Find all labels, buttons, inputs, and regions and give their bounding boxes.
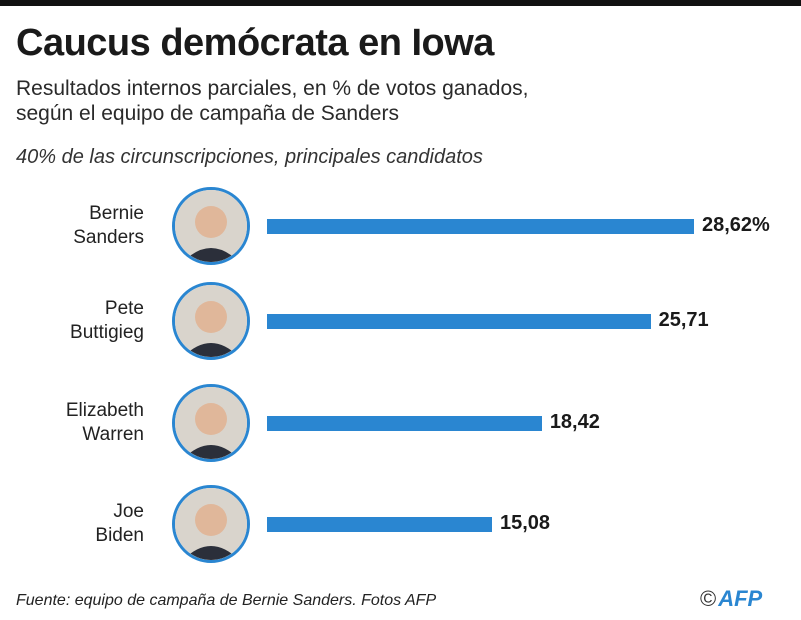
value-label: 15,08 xyxy=(499,512,551,534)
candidate-photo xyxy=(172,187,250,265)
source-note: Fuente: equipo de campaña de Bernie Sand… xyxy=(16,592,437,609)
candidate-photo xyxy=(172,282,250,360)
afp-logo: ©AFP xyxy=(700,586,762,612)
bar xyxy=(267,517,492,532)
bar xyxy=(267,219,694,234)
chart-subtitle: Resultados internos parciales, en % de v… xyxy=(16,76,528,126)
candidate-photo xyxy=(172,384,250,462)
value-label: 25,71 xyxy=(658,309,709,331)
candidate-name-line: Sanders xyxy=(73,227,144,248)
value-label: 18,42 xyxy=(549,411,600,433)
candidate-name-line: Warren xyxy=(82,424,144,445)
candidate-name-line: Buttigieg xyxy=(70,322,144,343)
candidate-name-line: Pete xyxy=(104,298,144,319)
logo-text: AFP xyxy=(718,586,763,611)
value-label: 28,62% xyxy=(702,214,770,236)
candidate-name-line: Elizabeth xyxy=(65,400,144,421)
candidate-photo xyxy=(172,485,250,563)
chart-note: 40% de las circunscripciones, principale… xyxy=(16,146,483,168)
candidate-name: Elizabeth Warren xyxy=(40,399,144,447)
bar xyxy=(267,416,542,431)
candidate-name: Pete Buttigieg xyxy=(40,297,144,345)
copyright-symbol: © xyxy=(700,586,717,611)
top-rule xyxy=(0,0,801,6)
candidate-name-line: Joe xyxy=(113,501,144,522)
subtitle-line-2: según el equipo de campaña de Sanders xyxy=(16,102,399,125)
candidate-name-line: Bernie xyxy=(89,203,144,224)
candidate-name: Bernie Sanders xyxy=(40,202,144,250)
subtitle-line-1: Resultados internos parciales, en % de v… xyxy=(16,77,529,100)
bar xyxy=(267,314,651,329)
candidate-name-line: Biden xyxy=(95,525,144,546)
candidate-name: Joe Biden xyxy=(40,500,144,548)
chart-title: Caucus demócrata en Iowa xyxy=(16,22,494,64)
